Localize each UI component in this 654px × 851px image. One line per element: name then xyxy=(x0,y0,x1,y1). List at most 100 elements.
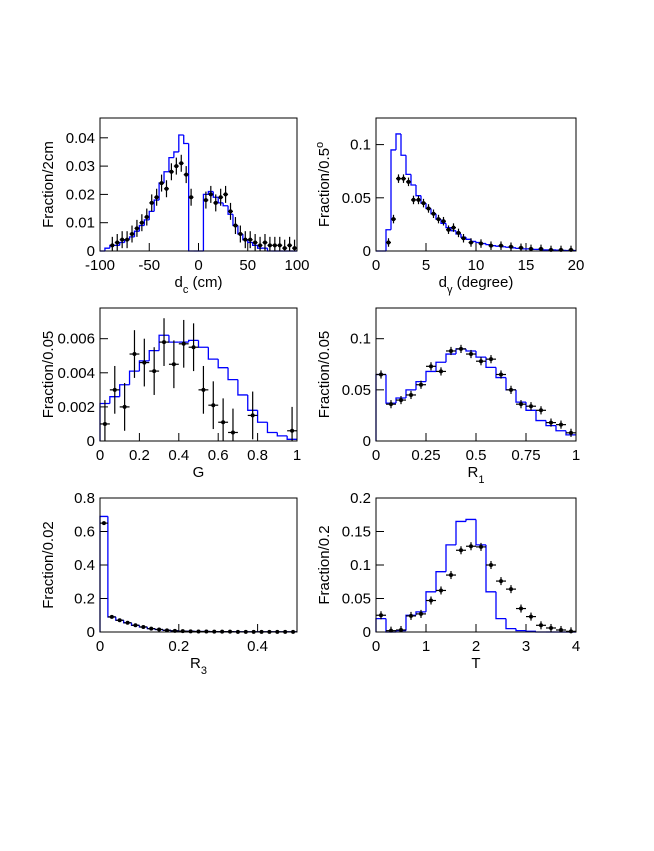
y-axis-title-main: Fraction/0.02 xyxy=(40,521,57,609)
x-axis-title-main: R xyxy=(468,464,479,481)
x-axis-title-suffix: (degree) xyxy=(452,274,513,291)
data-point xyxy=(219,195,223,199)
data-point xyxy=(429,599,433,603)
data-point xyxy=(459,347,463,351)
data-point xyxy=(149,627,153,631)
data-point xyxy=(133,623,137,627)
x-tick-label: 100 xyxy=(284,257,309,274)
x-tick-label: 0 xyxy=(372,257,380,274)
data-point xyxy=(125,238,129,242)
data-point xyxy=(224,192,228,196)
data-point xyxy=(439,369,443,373)
y-axis-title-main: Fraction/0.2 xyxy=(316,525,333,604)
data-point xyxy=(123,405,127,409)
data-point xyxy=(169,170,173,174)
y-tick-label: 0.1 xyxy=(350,137,371,154)
y-tick-label: 0.01 xyxy=(66,215,95,232)
data-point xyxy=(204,198,208,202)
x-tick-label: 1 xyxy=(422,638,430,655)
data-point xyxy=(278,243,282,247)
x-axis-title-sub: 3 xyxy=(201,665,207,677)
y-tick-label: 0.1 xyxy=(350,331,371,348)
x-axis-title-suffix: (cm) xyxy=(188,274,222,291)
y-tick-label: 0.2 xyxy=(74,591,95,608)
y-tick-label: 0.04 xyxy=(66,130,95,147)
data-point xyxy=(407,180,411,184)
x-axis-title-main: d xyxy=(175,274,183,291)
data-point xyxy=(499,244,503,248)
data-point xyxy=(145,215,149,219)
data-point xyxy=(152,369,156,373)
data-point xyxy=(197,629,201,633)
data-point xyxy=(489,244,493,248)
y-tick-label: 0 xyxy=(363,243,371,260)
hist-bin xyxy=(426,371,436,381)
x-tick-label: 0 xyxy=(96,447,104,464)
data-point xyxy=(442,219,446,223)
hist-bin xyxy=(406,155,411,174)
y-axis-title: Fraction/0.02 xyxy=(40,521,57,609)
y-axis-title-main: Fraction/2cm xyxy=(40,141,57,228)
data-point xyxy=(402,177,406,181)
data-point xyxy=(392,217,396,221)
data-point xyxy=(110,615,114,619)
data-point xyxy=(412,198,416,202)
data-point xyxy=(209,192,213,196)
hist-bin xyxy=(496,592,506,619)
data-point xyxy=(469,544,473,548)
x-axis-title-main: T xyxy=(471,655,480,672)
y-tick-label: 0.006 xyxy=(57,331,95,348)
hist-bin xyxy=(376,619,386,632)
data-point xyxy=(449,349,453,353)
hist-bin xyxy=(277,432,287,435)
x-axis-title: T xyxy=(471,655,480,672)
data-point xyxy=(469,240,473,244)
y-tick-label: 0.03 xyxy=(66,158,95,175)
y-tick-label: 0 xyxy=(363,433,371,450)
data-point xyxy=(141,625,145,629)
data-point xyxy=(268,243,272,247)
x-tick-label: 20 xyxy=(568,257,585,274)
data-point xyxy=(397,177,401,181)
data-point xyxy=(549,626,553,630)
hist-bin xyxy=(386,375,396,404)
data-point xyxy=(283,246,287,250)
x-tick-label: 15 xyxy=(518,257,535,274)
x-axis-title-sub: 1 xyxy=(478,474,484,486)
data-point xyxy=(229,209,233,213)
y-axis-title-sup: o xyxy=(314,142,326,148)
plot-frame xyxy=(100,118,297,251)
data-point xyxy=(422,201,426,205)
y-axis-title-main: Fraction/0.05 xyxy=(316,331,333,419)
data-point xyxy=(179,161,183,165)
x-axis-title: R1 xyxy=(468,464,485,486)
hist-bin xyxy=(476,519,486,544)
x-axis-title: dc (cm) xyxy=(175,274,223,296)
data-point xyxy=(233,224,237,228)
x-tick-label: 50 xyxy=(239,257,256,274)
hist-bin xyxy=(456,521,466,544)
data-point xyxy=(120,238,124,242)
x-tick-label: 2 xyxy=(472,638,480,655)
y-axis-title: Fraction/0.5o xyxy=(314,142,333,227)
data-point xyxy=(263,241,267,245)
data-point xyxy=(293,246,297,250)
hist-bin xyxy=(401,134,406,155)
data-point xyxy=(499,579,503,583)
hist-bin xyxy=(376,375,386,442)
data-point xyxy=(118,618,122,622)
data-point xyxy=(172,362,176,366)
data-point xyxy=(157,627,161,631)
data-point xyxy=(115,241,119,245)
hist-bin xyxy=(466,237,471,239)
x-tick-label: 0 xyxy=(372,638,380,655)
x-axis-title-main: R xyxy=(190,655,201,672)
data-point xyxy=(103,422,107,426)
data-point xyxy=(253,241,257,245)
data-point xyxy=(164,187,168,191)
data-point xyxy=(102,521,106,525)
data-point xyxy=(110,243,114,247)
data-point xyxy=(150,201,154,205)
y-tick-label: 0.05 xyxy=(342,591,371,608)
data-point xyxy=(539,247,543,251)
